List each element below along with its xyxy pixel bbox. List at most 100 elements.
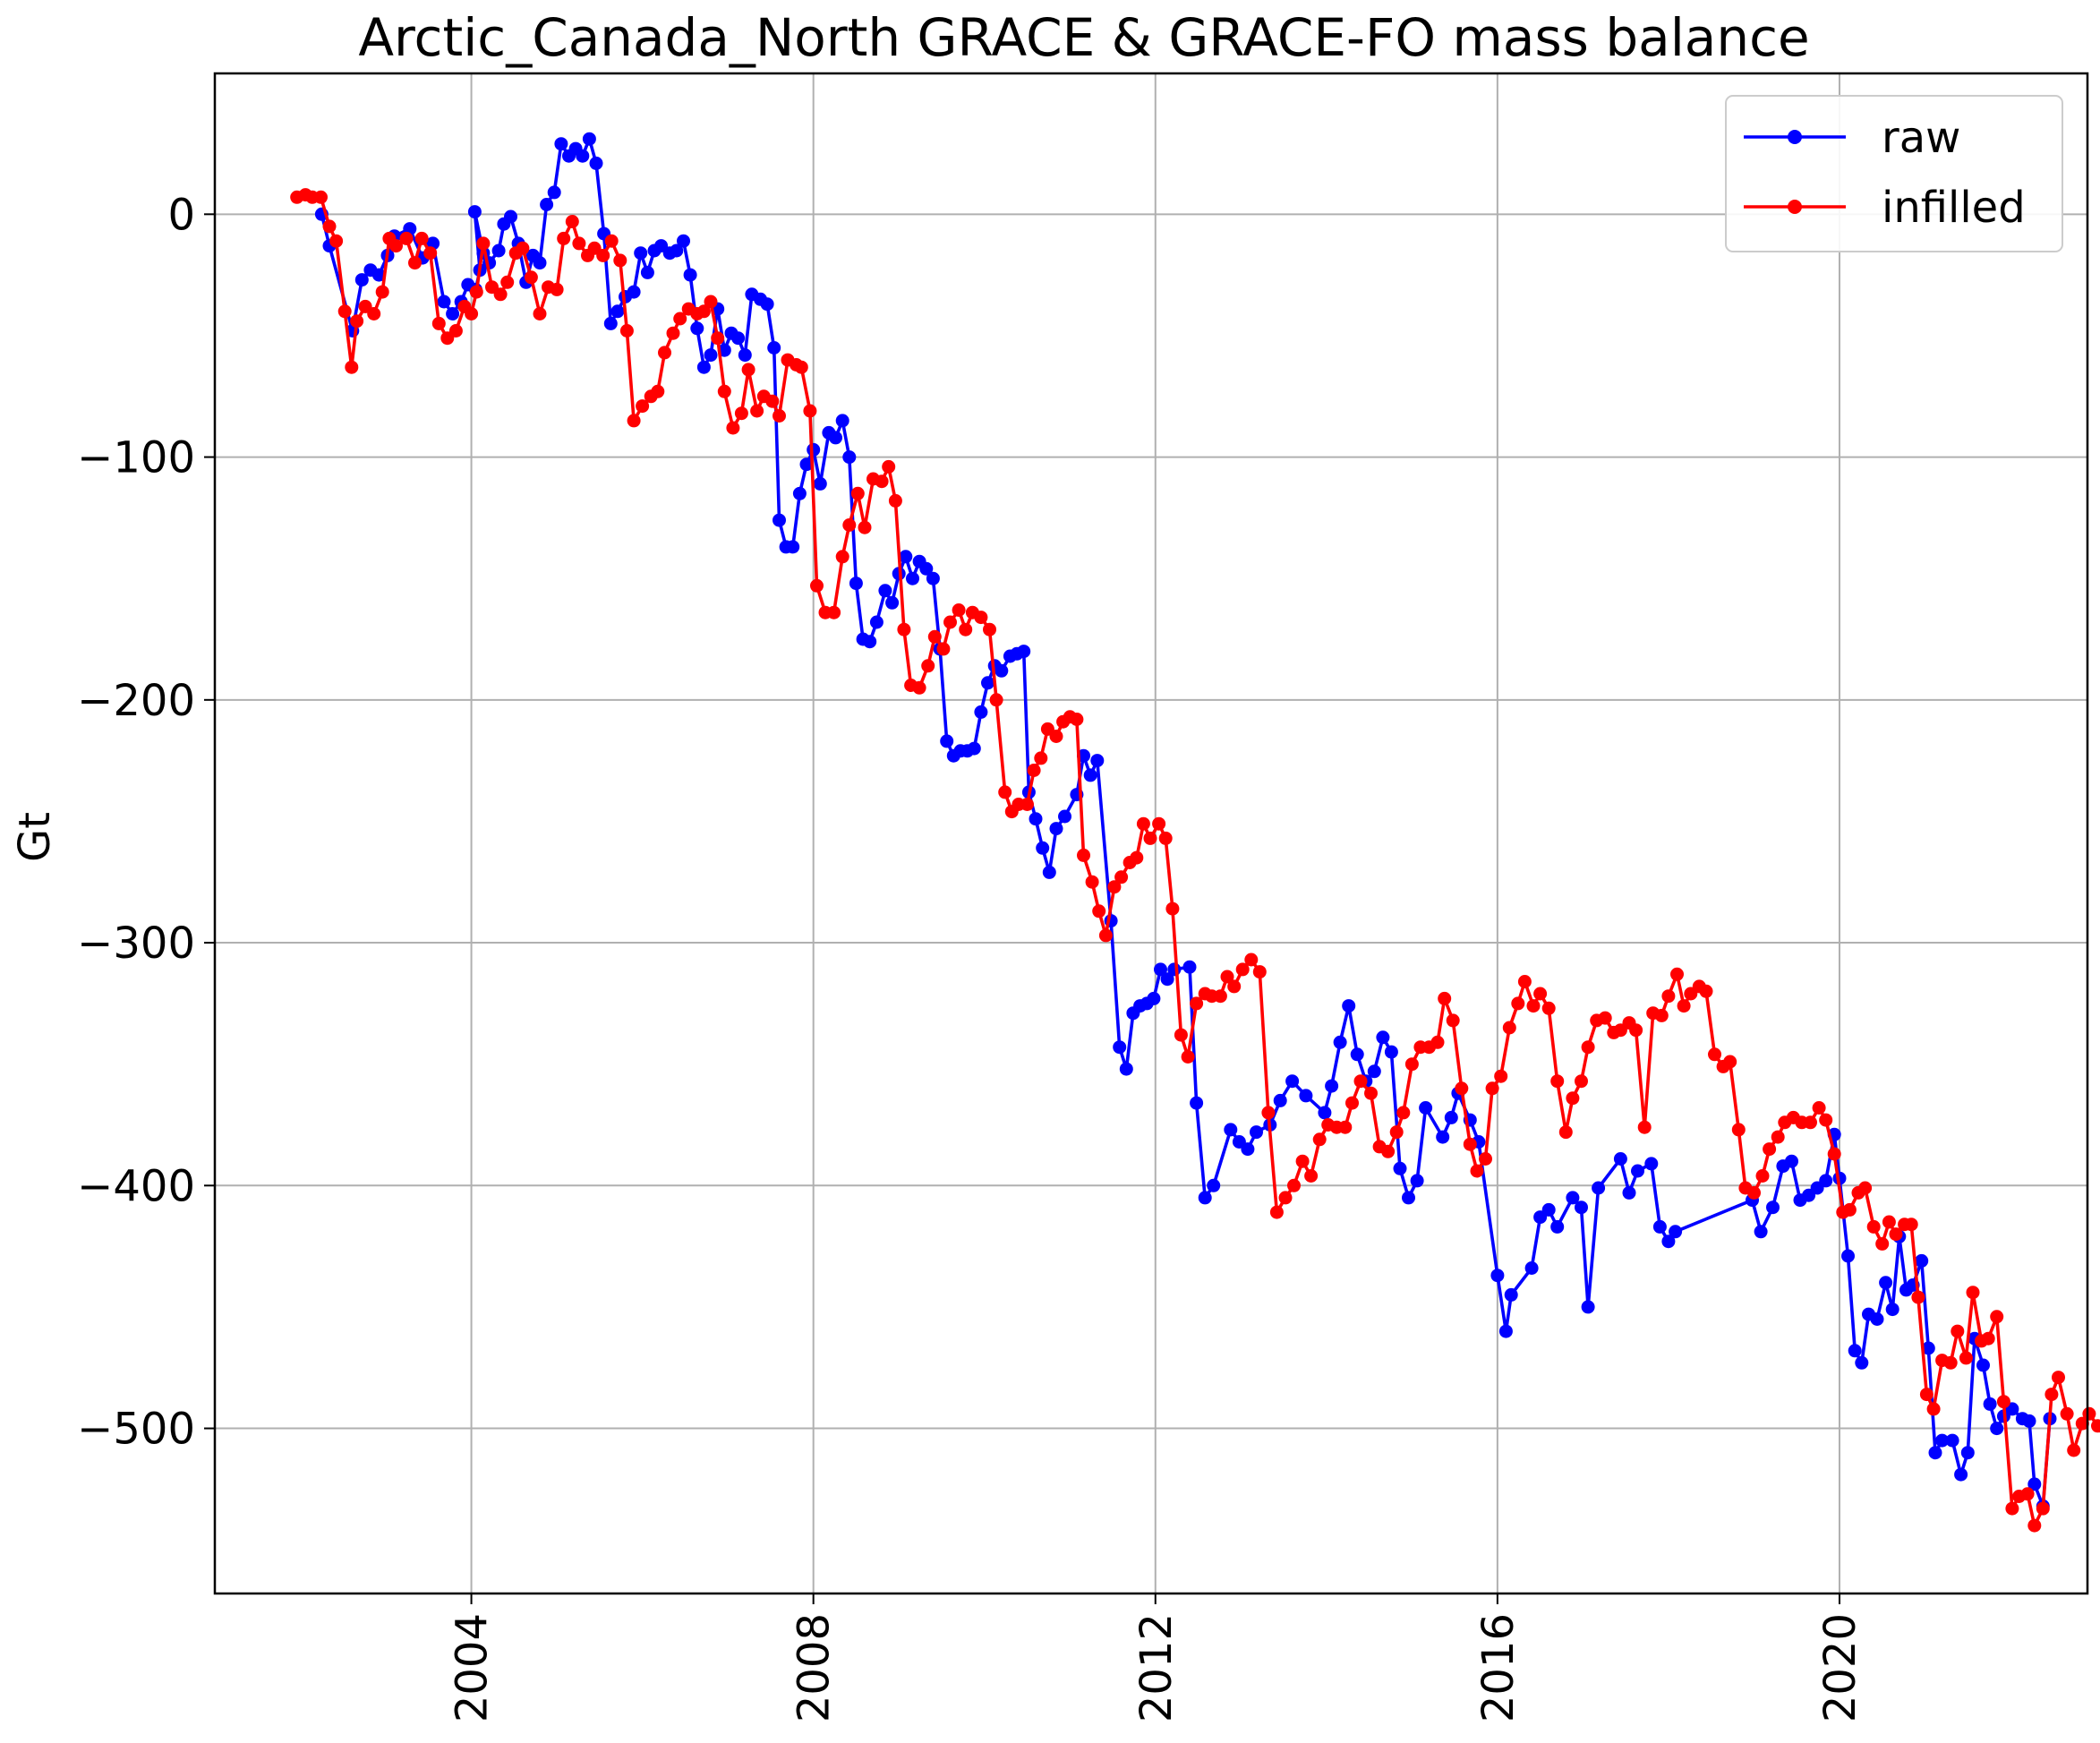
data-point-raw [1983,1397,1997,1411]
data-point-raw [696,360,711,374]
data-point-raw [677,234,690,248]
data-point-raw [1113,1040,1127,1055]
data-point-infilled [524,270,538,285]
data-point-infilled [1027,764,1041,777]
data-point-infilled [810,578,824,593]
data-point-raw [1207,1178,1221,1192]
series-line-raw [320,137,2052,1508]
data-point-infilled [651,384,665,398]
data-point-raw [1504,1287,1518,1302]
data-point-infilled [1252,965,1267,979]
data-point-raw [1250,1125,1263,1140]
data-point-raw [1367,1064,1381,1079]
data-point-infilled [1312,1132,1327,1147]
data-point-infilled [1479,1152,1492,1166]
data-point-raw [589,156,603,170]
data-point-infilled [1629,1023,1643,1038]
data-point-infilled [1882,1215,1896,1229]
data-point-infilled [1517,975,1532,988]
data-point-infilled [533,307,547,320]
data-point-infilled [875,474,889,489]
data-point-infilled [414,231,429,245]
data-point-raw [704,348,718,363]
data-point-infilled [1731,1123,1746,1137]
data-point-raw [547,185,561,200]
data-point-infilled [741,363,755,377]
data-point-raw [799,457,814,472]
data-point-infilled [1287,1178,1301,1192]
data-point-infilled [1049,730,1063,743]
data-point-infilled [897,622,911,637]
data-point-raw [1819,1174,1833,1188]
data-point-raw [849,577,863,591]
y-tick-label: −400 [77,1161,195,1211]
data-point-raw [767,341,781,355]
data-point-infilled [1755,1169,1770,1183]
data-point-infilled [1981,1331,1995,1346]
data-point-infilled [2082,1406,2096,1421]
data-point-infilled [1763,1142,1777,1157]
data-point-infilled [1470,1164,1484,1178]
data-point-infilled [1511,996,1525,1011]
data-point-infilled [1904,1218,1918,1232]
data-point-raw [842,450,857,465]
data-point-raw [807,442,821,457]
data-point-raw [576,149,590,163]
y-tick-label: −200 [77,676,195,726]
data-point-raw [1498,1324,1513,1338]
data-point-infilled [1558,1125,1573,1140]
data-point-raw [1333,1035,1347,1049]
data-point-infilled [1533,987,1548,1001]
data-point-raw [610,304,625,319]
data-point-raw [627,285,641,299]
y-tick-label: −100 [77,433,195,483]
data-point-raw [1154,962,1167,977]
data-point-raw [504,209,517,224]
data-point-raw [1147,991,1161,1005]
data-point-raw [1841,1249,1855,1263]
series-layer [290,132,2100,1533]
data-point-infilled [448,324,463,337]
data-point-infilled [627,414,641,428]
data-point-infilled [1389,1125,1404,1140]
data-point-infilled [1114,870,1129,884]
y-tick-label: −300 [77,918,195,969]
data-point-infilled [1598,1011,1612,1025]
data-point-infilled [389,239,403,253]
data-point-infilled [476,236,491,251]
data-point-infilled [1438,991,1452,1005]
data-point-infilled [1092,904,1106,918]
data-point-raw [491,244,506,258]
data-point-infilled [572,236,586,251]
data-point-infilled [613,253,627,268]
series-raw [314,132,2057,1513]
data-point-raw [1241,1142,1255,1157]
plot-frame [213,72,2089,1595]
data-point-infilled [322,219,337,234]
data-point-infilled [375,285,389,299]
data-point-infilled [1566,1091,1580,1106]
data-point-infilled [1381,1144,1396,1158]
series-line-infilled [296,192,2100,1527]
data-point-infilled [888,493,902,508]
data-point-infilled [1353,1074,1368,1089]
data-point-raw [1119,1062,1133,1076]
data-point-infilled [842,518,857,532]
data-point-infilled [711,331,725,346]
data-point-raw [731,331,746,346]
data-point-infilled [1959,1351,1973,1365]
data-point-raw [899,550,913,564]
data-point-raw [1036,841,1050,855]
legend-box [1725,95,2063,252]
data-point-raw [1376,1030,1390,1045]
data-point-infilled [1819,1113,1833,1127]
data-point-infilled [1485,1081,1499,1096]
data-point-raw [533,256,547,270]
data-point-raw [1160,972,1174,987]
data-point-raw [906,571,919,585]
data-point-infilled [1244,953,1259,967]
data-point-infilled [1190,996,1204,1011]
data-point-raw [1921,1341,1935,1355]
data-point-infilled [850,486,865,500]
x-tick-label: 2008 [790,1613,840,1722]
